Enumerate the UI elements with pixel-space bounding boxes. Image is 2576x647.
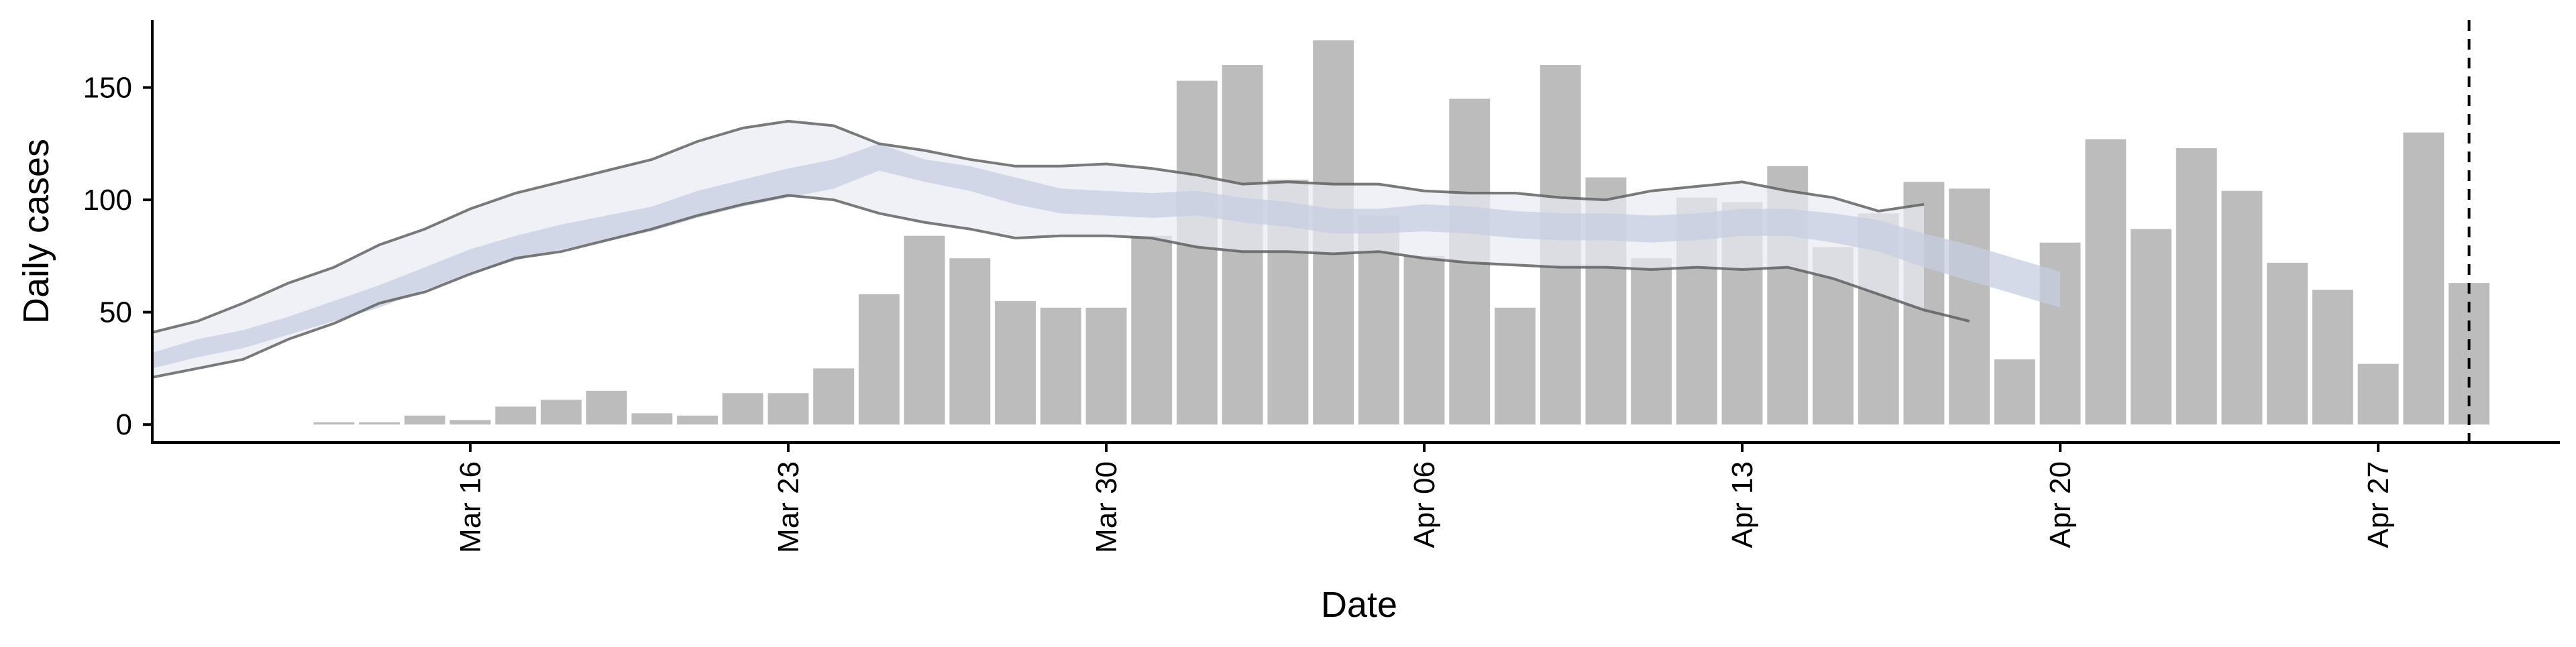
daily-case-bar (677, 415, 718, 425)
daily-case-bar (1085, 307, 1127, 425)
daily-case-bar (995, 300, 1036, 425)
x-tick-label: Apr 13 (1726, 461, 1759, 548)
daily-case-bar (1994, 359, 2035, 425)
x-tick-label: Apr 06 (1408, 461, 1441, 548)
daily-case-bar (1403, 255, 1445, 425)
daily-case-bar (722, 393, 763, 425)
x-axis-label: Date (1321, 585, 1397, 625)
x-tick-label: Mar 23 (772, 461, 805, 553)
estimate-90-band (152, 121, 1924, 377)
daily-case-bar (1949, 188, 1990, 425)
y-tick-label: 100 (83, 184, 132, 217)
y-tick-label: 50 (99, 296, 132, 329)
daily-case-bar (1131, 235, 1173, 425)
daily-case-bar (904, 235, 945, 425)
daily-case-bar (631, 413, 673, 425)
x-tick-label: Mar 30 (1090, 461, 1123, 553)
daily-case-bar (949, 258, 991, 425)
x-tick-label: Mar 16 (454, 461, 487, 553)
daily-case-bar (2357, 363, 2399, 425)
daily-case-bar (2403, 132, 2445, 425)
daily-case-bar (1177, 80, 1218, 425)
daily-case-bar (495, 406, 537, 425)
daily-case-bar (1040, 307, 1081, 425)
daily-case-bar (813, 368, 855, 425)
daily-case-bar (2085, 139, 2127, 425)
daily-case-bar (767, 393, 809, 425)
daily-case-bar (1631, 258, 1672, 425)
x-tick-label: Apr 27 (2362, 461, 2395, 548)
daily-case-bar (2312, 290, 2353, 425)
daily-case-bar (2267, 262, 2308, 425)
lower-bound-line (152, 194, 1970, 379)
y-axis-label: Daily cases (16, 139, 56, 324)
x-tick-label: Apr 20 (2044, 461, 2077, 548)
tick-labels-layer: 0 50 100 150 Mar 16 Mar 23 Mar 30 Apr 06 Apr 13 A… (83, 72, 2396, 553)
daily-case-bar (404, 415, 445, 425)
upper-bound-line (152, 119, 1925, 334)
axes-layer (151, 20, 2560, 444)
daily-case-bar (449, 420, 491, 425)
daily-case-bar (2221, 190, 2263, 425)
daily-case-bar (2131, 229, 2171, 425)
daily-case-bar (586, 390, 627, 425)
y-tick-label: 0 (116, 408, 132, 441)
daily-case-bar (313, 422, 355, 425)
estimate-bound-lines-layer (152, 119, 1970, 379)
daily-case-bar (541, 400, 582, 425)
y-tick-label: 150 (83, 72, 132, 105)
daily-case-bar (2176, 148, 2217, 425)
daily-case-bar (359, 422, 400, 425)
daily-case-bar (1495, 307, 1536, 425)
daily-case-bar (859, 294, 900, 425)
